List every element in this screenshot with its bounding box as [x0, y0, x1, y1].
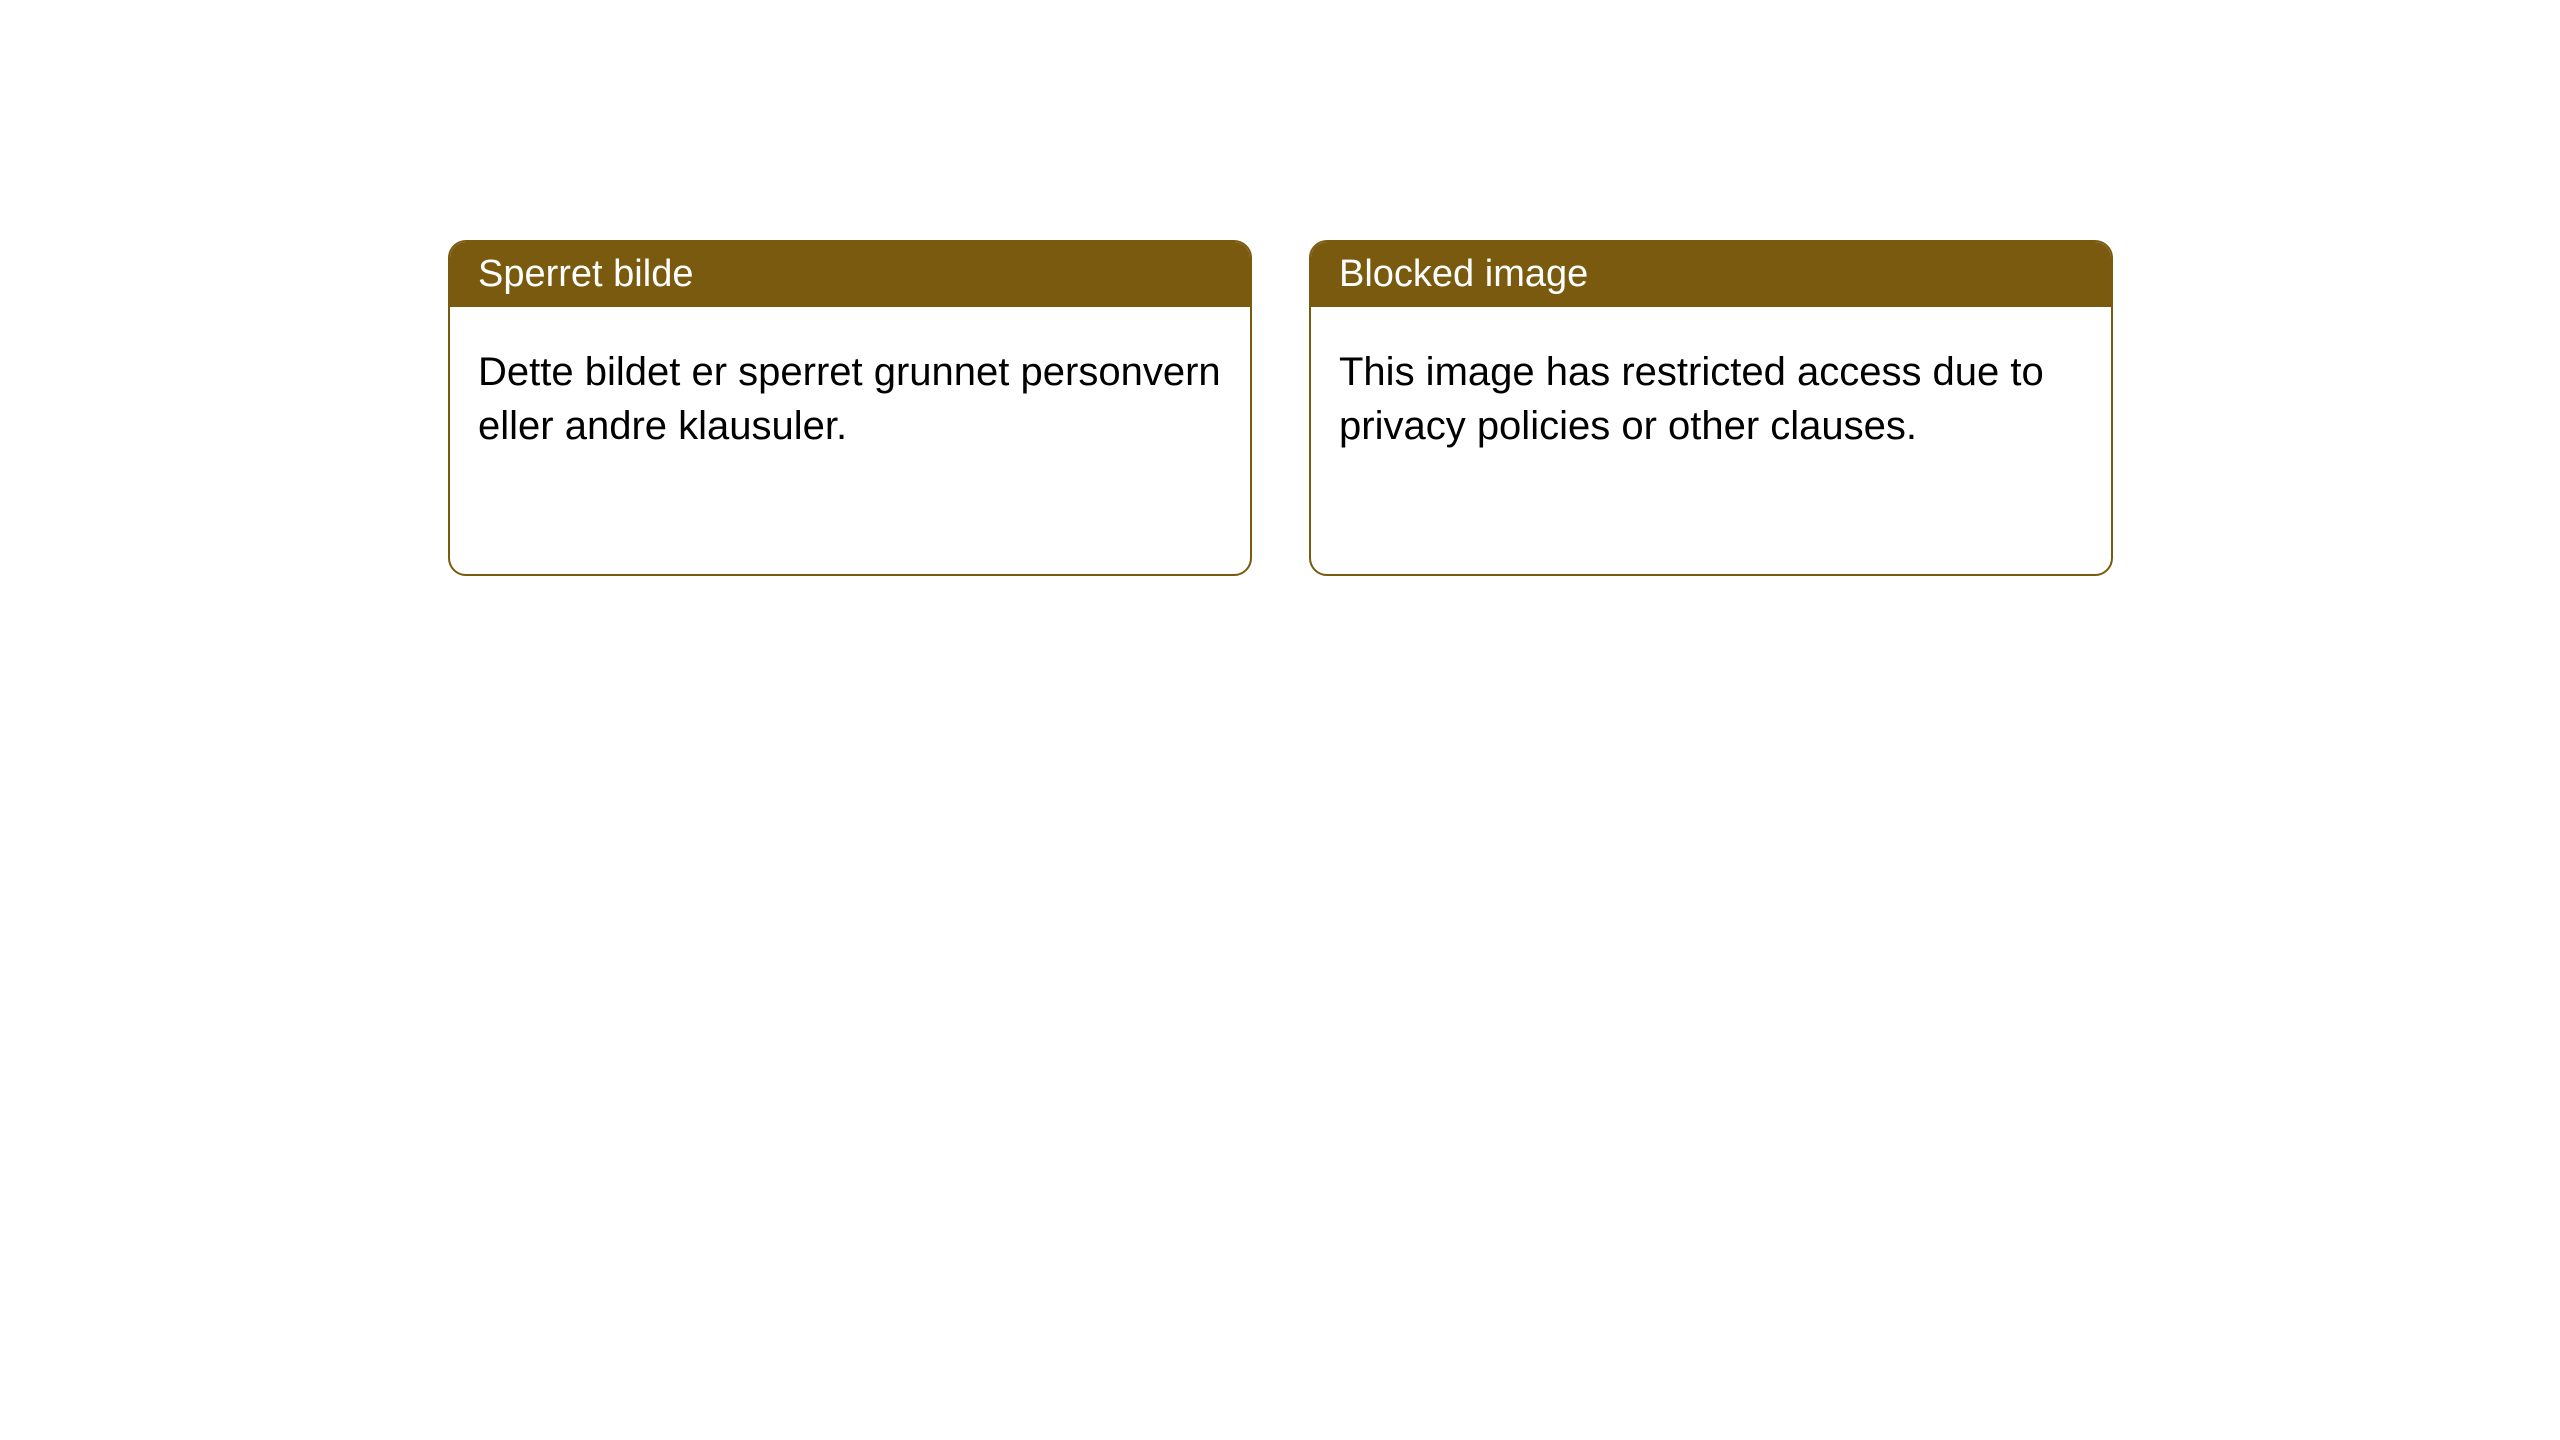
notice-cards-container: Sperret bilde Dette bildet er sperret gr…	[0, 0, 2560, 576]
card-title: Blocked image	[1339, 253, 1588, 295]
card-body: This image has restricted access due to …	[1311, 307, 2111, 491]
card-body: Dette bildet er sperret grunnet personve…	[450, 307, 1250, 491]
card-header: Sperret bilde	[450, 242, 1250, 307]
card-title: Sperret bilde	[478, 253, 693, 295]
card-body-text: Dette bildet er sperret grunnet personve…	[478, 350, 1221, 448]
notice-card-english: Blocked image This image has restricted …	[1309, 240, 2113, 576]
notice-card-norwegian: Sperret bilde Dette bildet er sperret gr…	[448, 240, 1252, 576]
card-body-text: This image has restricted access due to …	[1339, 350, 2044, 448]
card-header: Blocked image	[1311, 242, 2111, 307]
